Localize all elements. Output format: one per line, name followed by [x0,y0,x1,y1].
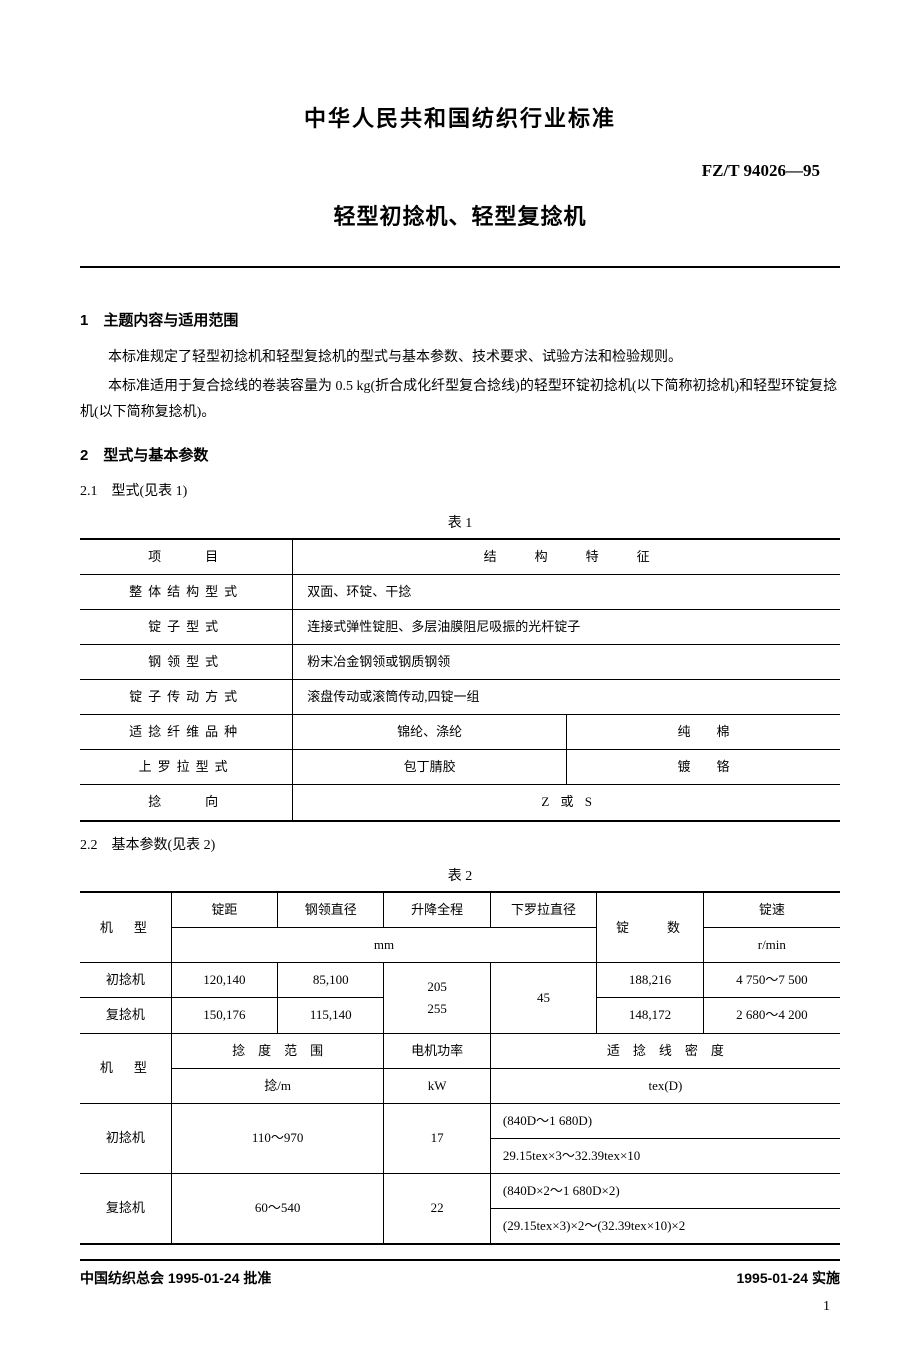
t2u-h-speed-unit: r/min [703,928,840,963]
t2u-r1-gauge: 120,140 [171,963,277,998]
t1-r7-val: Z 或 S [293,785,840,821]
t2l-r2-machine: 复捻机 [80,1173,171,1244]
section-2-2-heading: 2.2 基本参数(见表 2) [80,834,840,858]
t2u-h-spindles: 锭 数 [597,892,703,963]
section-1-heading: 1 主题内容与适用范围 [80,308,840,334]
t2u-lift-merged: 205 255 [384,963,490,1033]
table-1: 项 目 结 构 特 征 整体结构型式 双面、环锭、干捻 锭子型式 连接式弹性锭胆… [80,538,840,822]
section-1-para-2: 本标准适用于复合捻线的卷装容量为 0.5 kg(折合成化纤型复合捻线)的轻型环锭… [80,374,840,424]
t1-header-item: 项 目 [80,539,293,575]
footer-row: 中国纺织总会 1995-01-24 批准 1995-01-24 实施 [80,1259,840,1291]
t1-r6-right: 镀 铬 [566,750,840,785]
t1-r6-left: 包丁腈胶 [293,750,567,785]
table-2-upper: 机 型 锭距 钢领直径 升降全程 下罗拉直径 锭 数 锭速 mm r/min 初… [80,891,840,1245]
t1-r2-item: 锭子型式 [80,610,293,645]
t2l-h-motor: 电机功率 [384,1033,490,1068]
t2l-h-twist-unit: 捻/m [171,1068,384,1103]
t2u-r1-spindles: 188,216 [597,963,703,998]
t1-header-feature: 结 构 特 征 [293,539,840,575]
t2u-r2-machine: 复捻机 [80,998,171,1033]
page-number: 1 [80,1295,840,1319]
t1-r6-item: 上罗拉型式 [80,750,293,785]
standard-code: FZ/T 94026—95 [80,157,840,186]
t2l-h-twist: 捻 度 范 围 [171,1033,384,1068]
t2l-h-density-unit: tex(D) [490,1068,840,1103]
section-2-1-heading: 2.1 型式(见表 1) [80,480,840,504]
t2u-r2-speed: 2 680～4 200 [703,998,840,1033]
t2u-r1-speed: 4 750～7 500 [703,963,840,998]
t2u-r1-lift: 205 [390,976,483,998]
doc-title: 轻型初捻机、轻型复捻机 [80,198,840,235]
t2l-r1-machine: 初捻机 [80,1103,171,1173]
t2u-r2-spindles: 148,172 [597,998,703,1033]
t2u-h-machine: 机 型 [80,892,171,963]
t2l-r2-motor: 22 [384,1173,490,1244]
t1-r4-val: 滚盘传动或滚筒传动,四锭一组 [293,680,840,715]
title-separator [80,266,840,268]
t2u-r2-ring: 115,140 [278,998,384,1033]
t2l-r2-twist: 60～540 [171,1173,384,1244]
table-1-caption: 表 1 [80,512,840,536]
t1-r1-val: 双面、环锭、干捻 [293,574,840,609]
t2u-h-mm: mm [171,928,597,963]
t2l-r1-d1: (840D～1 680D) [490,1103,840,1138]
t2u-h-speed: 锭速 [703,892,840,928]
t2u-r1-ring: 85,100 [278,963,384,998]
t2u-r2-gauge: 150,176 [171,998,277,1033]
t1-r3-val: 粉末冶金钢领或钢质钢领 [293,645,840,680]
section-1-para-1: 本标准规定了轻型初捻机和轻型复捻机的型式与基本参数、技术要求、试验方法和检验规则… [80,345,840,370]
t1-r5-item: 适捻纤维品种 [80,715,293,750]
section-2-heading: 2 型式与基本参数 [80,443,840,469]
table-2-caption: 表 2 [80,865,840,889]
org-title: 中华人民共和国纺织行业标准 [80,100,840,137]
t2u-h-lift: 升降全程 [384,892,490,928]
footer-effective: 1995-01-24 实施 [736,1267,840,1291]
t2l-h-density: 适 捻 线 密 度 [490,1033,840,1068]
t1-r7-item: 捻 向 [80,785,293,821]
t1-r2-val: 连接式弹性锭胆、多层油膜阻尼吸振的光杆锭子 [293,610,840,645]
t2u-r1-machine: 初捻机 [80,963,171,998]
t2l-h-motor-unit: kW [384,1068,490,1103]
t2u-h-gauge: 锭距 [171,892,277,928]
t2u-roller-merged: 45 [490,963,596,1033]
t2u-h-roller: 下罗拉直径 [490,892,596,928]
t2l-r2-d2: (29.15tex×3)×2～(32.39tex×10)×2 [490,1209,840,1245]
t1-r3-item: 钢领型式 [80,645,293,680]
t1-r4-item: 锭子传动方式 [80,680,293,715]
t1-r1-item: 整体结构型式 [80,574,293,609]
t1-r5-left: 锦纶、涤纶 [293,715,567,750]
footer-approved: 中国纺织总会 1995-01-24 批准 [80,1267,271,1291]
t2l-h-machine: 机 型 [80,1033,171,1103]
t2u-h-ring: 钢领直径 [278,892,384,928]
t2l-r2-d1: (840D×2～1 680D×2) [490,1173,840,1208]
t2l-r1-d2: 29.15tex×3～32.39tex×10 [490,1138,840,1173]
t2u-r2-lift: 255 [390,998,483,1020]
t2l-r1-twist: 110～970 [171,1103,384,1173]
t2l-r1-motor: 17 [384,1103,490,1173]
t1-r5-right: 纯 棉 [566,715,840,750]
